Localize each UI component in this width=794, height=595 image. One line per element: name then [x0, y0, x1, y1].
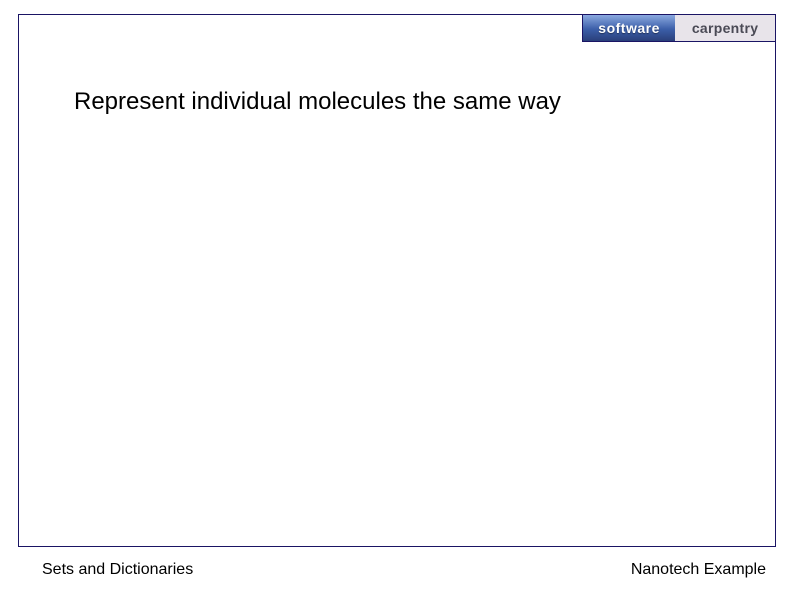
footer-right: Nanotech Example — [631, 561, 766, 579]
footer-left: Sets and Dictionaries — [42, 561, 193, 579]
logo-right-panel: carpentry — [675, 15, 775, 41]
logo: software carpentry — [582, 14, 776, 42]
logo-left-text: software — [598, 20, 660, 36]
logo-left-panel: software — [583, 15, 675, 41]
slide-main-text: Represent individual molecules the same … — [74, 88, 561, 116]
logo-right-text: carpentry — [692, 20, 759, 36]
